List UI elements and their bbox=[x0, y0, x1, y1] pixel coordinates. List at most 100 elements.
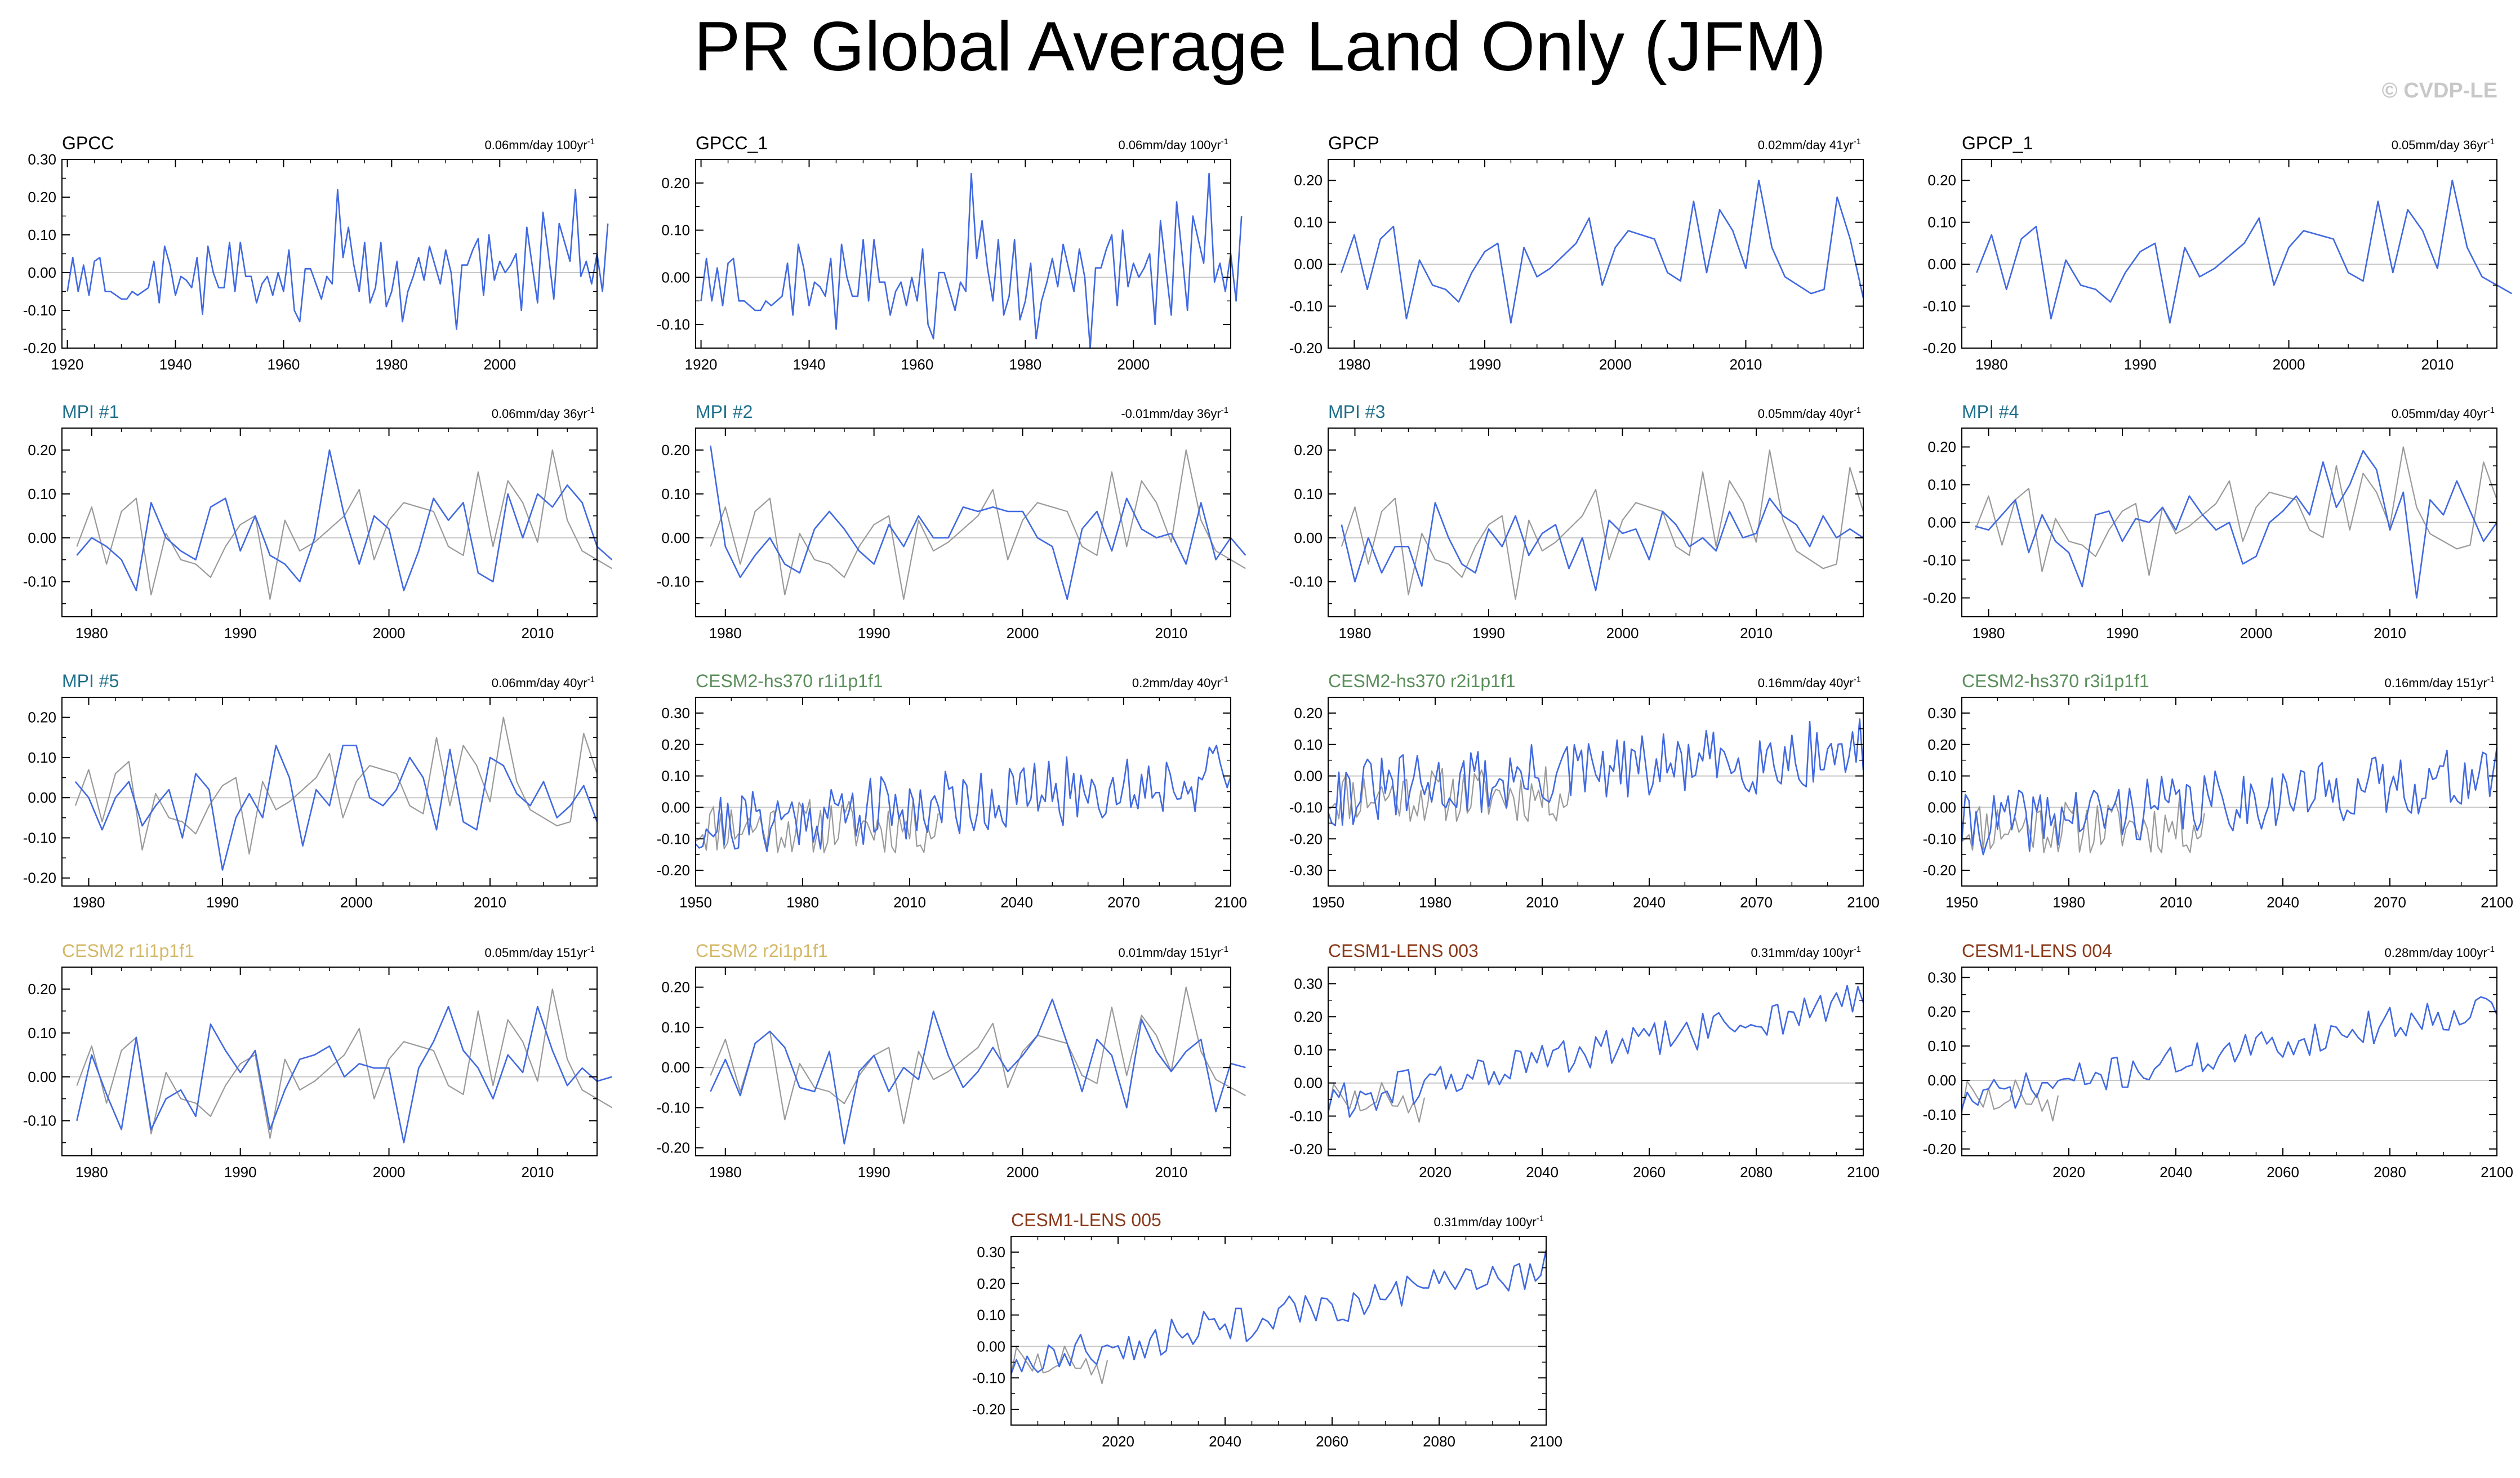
x-tick-label: 2010 bbox=[1155, 1164, 1188, 1181]
trend-exponent: -1 bbox=[2487, 137, 2495, 146]
y-tick-label: -0.20 bbox=[23, 340, 56, 357]
x-tick-label: 1990 bbox=[858, 625, 891, 642]
x-tick-label: 2070 bbox=[1107, 894, 1140, 911]
trend-label: 0.06mm/day 100yr-1 bbox=[484, 137, 595, 152]
trend-exponent: -1 bbox=[2487, 945, 2495, 954]
model-series-line bbox=[76, 1005, 612, 1143]
x-tick-label: 1980 bbox=[75, 1164, 108, 1181]
trend-exponent: -1 bbox=[2487, 675, 2495, 684]
x-tick-label: 2000 bbox=[373, 1164, 406, 1181]
trend-exponent: -1 bbox=[1854, 675, 1861, 684]
y-tick-label: 0.10 bbox=[1927, 214, 1956, 231]
y-tick-label: 0.00 bbox=[661, 529, 690, 546]
observed-series-line bbox=[1328, 766, 1571, 822]
x-tick-label: 1990 bbox=[206, 894, 239, 911]
panel-title: GPCC bbox=[62, 133, 114, 153]
x-tick-label: 2060 bbox=[1316, 1433, 1348, 1450]
model-series-line bbox=[710, 446, 1246, 600]
panel-title: MPI #1 bbox=[62, 402, 119, 422]
y-tick-label: -0.20 bbox=[1289, 340, 1323, 357]
y-tick-label: 0.00 bbox=[661, 1059, 690, 1076]
x-tick-label: 1980 bbox=[73, 894, 105, 911]
x-tick-label: 1990 bbox=[2106, 625, 2139, 642]
x-tick-label: 1980 bbox=[1338, 356, 1370, 373]
y-tick-label: -0.10 bbox=[1923, 552, 1956, 569]
x-tick-label: 1980 bbox=[75, 625, 108, 642]
x-tick-label: 2040 bbox=[1209, 1433, 1241, 1450]
y-tick-label: -0.30 bbox=[1289, 862, 1323, 879]
y-tick-label: 0.20 bbox=[28, 981, 56, 998]
x-tick-label: 2020 bbox=[1102, 1433, 1134, 1450]
trend-label: 0.06mm/day 100yr-1 bbox=[1118, 137, 1228, 152]
y-tick-label: 0.00 bbox=[28, 264, 56, 281]
panel-title: CESM2 r1i1p1f1 bbox=[62, 941, 194, 961]
x-tick-label: 1990 bbox=[224, 625, 257, 642]
model-series-line bbox=[1341, 497, 1864, 591]
y-tick-label: 0.00 bbox=[28, 789, 56, 806]
y-tick-label: 0.20 bbox=[28, 442, 56, 458]
chart-panel: MPI #3 0.05mm/day 40yr-1 -0.10 0.00 0.10 0.20… bbox=[1289, 402, 1864, 642]
observed-series-line bbox=[1327, 1081, 1426, 1123]
y-tick-label: -0.20 bbox=[972, 1401, 1005, 1418]
trend-label: 0.05mm/day 40yr-1 bbox=[1758, 406, 1861, 421]
y-tick-label: 0.20 bbox=[1294, 1008, 1323, 1025]
y-tick-label: 0.00 bbox=[1294, 1075, 1323, 1092]
trend-label: 0.05mm/day 36yr-1 bbox=[2392, 137, 2495, 152]
y-tick-label: 0.00 bbox=[1294, 529, 1323, 546]
plot-frame bbox=[695, 159, 1231, 349]
trend-label: 0.2mm/day 40yr-1 bbox=[1132, 675, 1228, 690]
observed-series-line bbox=[1341, 180, 1864, 324]
plot-frame bbox=[1328, 159, 1864, 349]
x-tick-label: 2060 bbox=[1633, 1164, 1666, 1181]
x-tick-label: 1920 bbox=[685, 356, 718, 373]
y-tick-label: -0.20 bbox=[1923, 1141, 1956, 1158]
panel-title: CESM2 r2i1p1f1 bbox=[696, 941, 828, 961]
model-series-line bbox=[700, 172, 1243, 349]
model-series-line bbox=[1975, 449, 2498, 599]
y-tick-label: -0.10 bbox=[1289, 1107, 1323, 1124]
y-tick-label: 0.10 bbox=[977, 1307, 1005, 1324]
chart-panel: CESM1-LENS 005 0.31mm/day 100yr-1 -0.20 -0.… bbox=[972, 1210, 1562, 1450]
plot-frame bbox=[1961, 967, 2497, 1156]
y-tick-label: 0.20 bbox=[1927, 1003, 1956, 1020]
trend-label: 0.31mm/day 100yr-1 bbox=[1433, 1214, 1544, 1229]
panel-title: CESM2-hs370 r3i1p1f1 bbox=[1962, 671, 2149, 691]
panel-title: CESM2-hs370 r1i1p1f1 bbox=[696, 671, 883, 691]
x-tick-label: 2000 bbox=[1599, 356, 1632, 373]
x-tick-label: 2100 bbox=[1214, 894, 1247, 911]
chart-panel: CESM1-LENS 003 0.31mm/day 100yr-1 -0.20 -0.… bbox=[1289, 941, 1880, 1181]
x-tick-label: 1940 bbox=[159, 356, 192, 373]
x-tick-label: 2040 bbox=[2267, 894, 2299, 911]
y-tick-label: -0.10 bbox=[1923, 830, 1956, 847]
chart-panel: CESM2-hs370 r3i1p1f1 0.16mm/day 151yr-1 -0… bbox=[1923, 671, 2513, 911]
y-tick-label: 0.00 bbox=[28, 1069, 56, 1085]
plot-frame bbox=[695, 967, 1231, 1156]
x-tick-label: 2010 bbox=[522, 625, 554, 642]
y-tick-label: 0.20 bbox=[1294, 172, 1323, 189]
trend-label: 0.28mm/day 100yr-1 bbox=[2384, 945, 2495, 960]
y-tick-label: 0.20 bbox=[28, 709, 56, 726]
x-tick-label: 2010 bbox=[1730, 356, 1762, 373]
y-tick-label: 0.10 bbox=[28, 1025, 56, 1041]
x-tick-label: 2060 bbox=[2267, 1164, 2299, 1181]
y-tick-label: 0.00 bbox=[1294, 768, 1323, 785]
trend-label: 0.31mm/day 100yr-1 bbox=[1751, 945, 1861, 960]
x-tick-label: 2020 bbox=[2052, 1164, 2085, 1181]
x-tick-label: 2080 bbox=[2374, 1164, 2406, 1181]
trend-label: 0.06mm/day 36yr-1 bbox=[492, 406, 595, 421]
y-tick-label: 0.20 bbox=[661, 979, 690, 996]
chart-panel: CESM2 r2i1p1f1 0.01mm/day 151yr-1 -0.20 -0.… bbox=[657, 941, 1246, 1181]
x-tick-label: 2000 bbox=[2240, 625, 2273, 642]
chart-panel: CESM2 r1i1p1f1 0.05mm/day 151yr-1 -0.10 0.0… bbox=[23, 941, 612, 1181]
x-tick-label: 2010 bbox=[2421, 356, 2454, 373]
model-series-line bbox=[76, 449, 613, 591]
panel-title: GPCC_1 bbox=[696, 133, 768, 153]
x-tick-label: 2040 bbox=[1000, 894, 1033, 911]
plot-frame bbox=[61, 967, 598, 1156]
y-tick-label: 0.10 bbox=[28, 486, 56, 502]
trend-exponent: -1 bbox=[1221, 406, 1228, 415]
trend-exponent: -1 bbox=[2487, 406, 2495, 415]
trend-label: 0.05mm/day 40yr-1 bbox=[2392, 406, 2495, 421]
y-tick-label: 0.00 bbox=[1927, 256, 1956, 273]
